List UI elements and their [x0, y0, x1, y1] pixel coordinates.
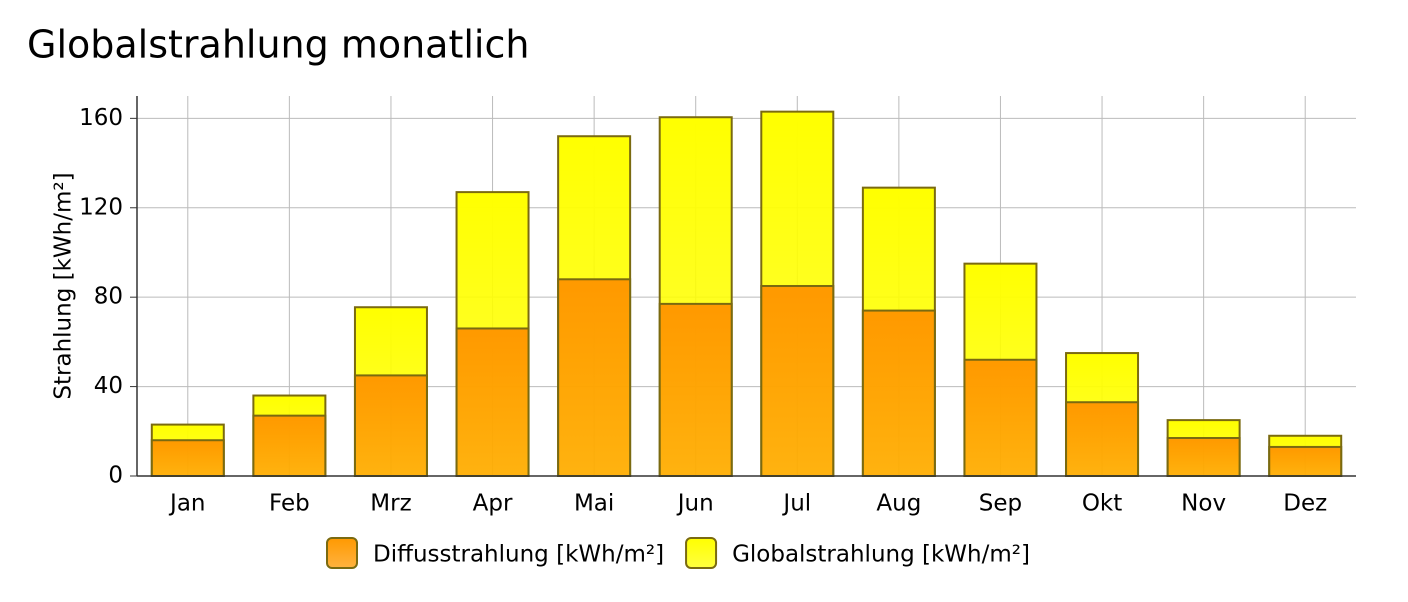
x-tick-label: Jul [781, 491, 811, 517]
bar [1268, 445, 1343, 477]
bar [963, 358, 1038, 477]
x-tick-label: Dez [1283, 491, 1327, 517]
bar [760, 285, 835, 477]
legend-label: Globalstrahlung [kWh/m²] [732, 542, 1030, 568]
x-tick-label: Okt [1082, 491, 1122, 517]
plot-area [137, 96, 1356, 476]
bar [252, 414, 327, 478]
y-tick-label: 0 [108, 463, 123, 489]
bar [150, 439, 225, 477]
x-tick-label: Jun [676, 491, 714, 517]
x-tick-label: Mrz [370, 491, 411, 517]
bar [861, 309, 936, 477]
y-axis-label: Strahlung [kWh/m²] [51, 172, 77, 399]
x-tick-label: Aug [876, 491, 921, 517]
bar [1065, 401, 1140, 477]
bar [1166, 437, 1241, 477]
y-tick-label: 160 [79, 105, 123, 131]
y-tick-label: 80 [94, 284, 123, 310]
x-tick-label: Feb [269, 491, 310, 517]
x-tick-label: Mai [574, 491, 614, 517]
legend-swatch [685, 537, 718, 569]
x-tick-label: Sep [979, 491, 1022, 517]
legend-label: Diffusstrahlung [kWh/m²] [373, 542, 664, 568]
bar [455, 327, 530, 477]
bar [353, 374, 428, 478]
x-tick-label: Jan [168, 491, 205, 517]
y-tick-label: 40 [94, 373, 123, 399]
chart-title: Globalstrahlung monatlich [27, 23, 529, 67]
legend-swatch [326, 537, 358, 569]
x-tick-label: Nov [1181, 491, 1226, 517]
bar [658, 302, 733, 477]
x-tick-label: Apr [473, 491, 513, 517]
y-tick-label: 120 [79, 194, 123, 220]
bar [557, 278, 632, 478]
